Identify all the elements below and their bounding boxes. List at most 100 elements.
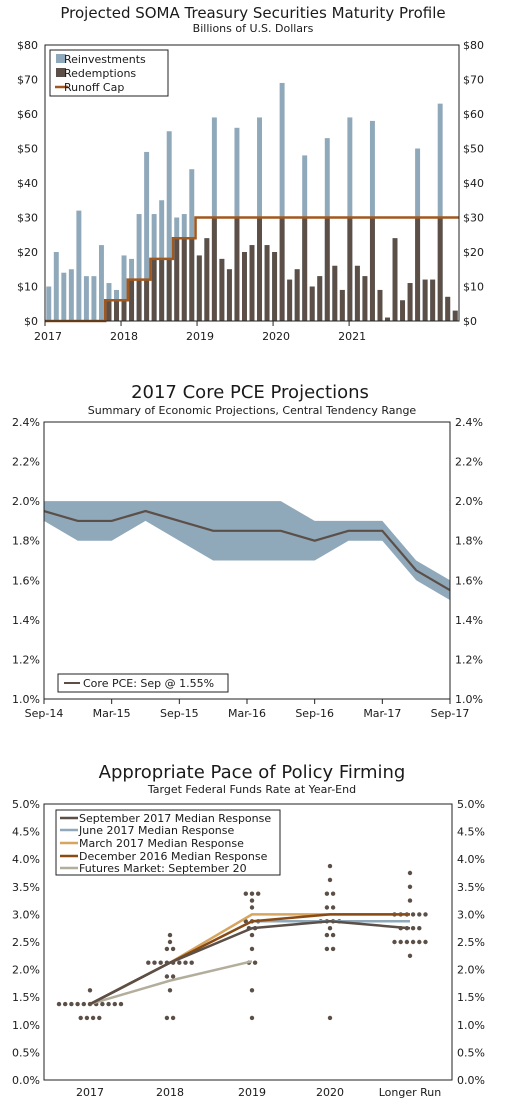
reinvestment-bar — [53, 252, 59, 321]
participant-dot — [417, 912, 422, 917]
chart-soma: Projected SOMA Treasury Securities Matur… — [17, 4, 484, 343]
participant-dot — [164, 1015, 170, 1021]
chart1-bars — [46, 82, 458, 322]
chart3-title: Appropriate Pace of Policy Firming — [99, 762, 406, 783]
legend-label-futures: Futures Market: September 20 — [79, 862, 247, 875]
chart3-y-tick-left: 0.0% — [12, 1074, 40, 1087]
chart2-y-tick-left: 2.2% — [12, 456, 40, 469]
redemption-bar — [369, 217, 375, 321]
chart3-y-tick-right: 4.0% — [457, 853, 485, 866]
chart1-y-tick-right: $60 — [463, 108, 484, 121]
chart2-y-tick-left: 1.4% — [12, 614, 40, 627]
participant-dot — [167, 939, 173, 945]
redemption-bar — [392, 238, 398, 321]
chart2-y-tick-right: 1.6% — [455, 574, 483, 587]
redemption-bar — [151, 258, 157, 321]
chart2-legend-box — [57, 673, 229, 693]
redemption-bar — [114, 300, 119, 321]
redemption-bar — [189, 238, 195, 321]
chart1-y-tick-left: $30 — [17, 212, 38, 225]
redemption-bar — [204, 238, 210, 321]
redemption-bar — [422, 279, 428, 321]
reinvestment-bar — [144, 151, 150, 321]
redemption-bar — [332, 265, 338, 321]
redemption-bar — [385, 317, 390, 321]
chart3-y-tick-right: 3.0% — [457, 908, 485, 921]
redemption-bar — [234, 217, 240, 321]
chart3-x-axis: 2017 2018 2019 2020 Longer Run — [76, 1086, 441, 1099]
redemption-bar — [257, 217, 263, 321]
legend-label-reinvestments: Reinvestments — [64, 53, 146, 66]
participant-dot — [407, 898, 413, 903]
redemption-bar — [264, 245, 270, 321]
participant-dot — [330, 946, 336, 952]
chart2-x-tick: Mar-16 — [228, 707, 266, 720]
redemption-bar — [302, 217, 308, 321]
chart2-x-tick: Mar-15 — [93, 707, 131, 720]
chart3-y-tick-right: 5.0% — [457, 798, 485, 811]
chart1-y-tick-left: $10 — [17, 281, 38, 294]
chart1-x-tick: 2018 — [110, 330, 138, 343]
participant-dot — [170, 946, 176, 952]
redemption-bar — [181, 238, 187, 321]
chart3-y-axis-right: 0.0% 0.5% 1.0% 1.5% 2.0% 2.5% 3.0% 3.5% 4.0% 4.5%… — [457, 798, 485, 1087]
chart3-y-tick-left: 2.0% — [12, 964, 40, 977]
chart3-y-tick-left: 4.5% — [12, 826, 40, 839]
participant-dot — [249, 905, 255, 910]
chart2-x-tick: Sep-16 — [295, 707, 334, 720]
participant-dot — [87, 988, 93, 993]
chart1-y-tick-left: $80 — [17, 39, 38, 52]
chart2-y-tick-left: 2.0% — [12, 495, 40, 508]
participant-dot — [410, 926, 416, 931]
redemption-bar — [294, 269, 300, 321]
participant-dot — [167, 988, 173, 993]
chart2-x-tick: Sep-14 — [25, 707, 64, 720]
redemption-bar — [415, 217, 421, 321]
chart1-legend: Reinvestments Redemptions Runoff Cap — [49, 49, 169, 97]
chart3-y-tick-left: 1.0% — [12, 1019, 40, 1032]
redemption-bar — [430, 279, 436, 321]
chart-policy-firming: Appropriate Pace of Policy Firming Targe… — [12, 762, 485, 1099]
chart3-legend: September 2017 Median Response June 2017… — [55, 809, 281, 876]
chart1-y-tick-right: $30 — [463, 212, 484, 225]
participant-dot — [410, 939, 416, 945]
chart3-y-axis-left: 0.0% 0.5% 1.0% 1.5% 2.0% 2.5% 3.0% 3.5% 4.0% 4.5%… — [12, 798, 40, 1087]
chart2-x-axis: Sep-14 Mar-15 Sep-15 Mar-16 Sep-16 Mar-17 Sep-… — [25, 699, 469, 720]
participant-dot — [164, 946, 170, 952]
chart3-y-tick-right: 2.5% — [457, 936, 485, 949]
chart1-y-tick-right: $10 — [463, 281, 484, 294]
participant-dot — [75, 1001, 80, 1007]
participant-dot — [330, 932, 336, 938]
chart1-legend-box — [49, 49, 169, 97]
participant-dot — [324, 891, 330, 896]
legend-label-redemptions: Redemptions — [64, 67, 136, 80]
participant-dot — [324, 905, 330, 910]
legend-label-mar-2017: March 2017 Median Response — [79, 837, 244, 850]
redemption-bar — [144, 279, 150, 321]
redemption-bar — [159, 258, 165, 321]
chart3-y-tick-right: 4.5% — [457, 826, 485, 839]
chart1-y-tick-right: $80 — [463, 39, 484, 52]
redemption-bar — [196, 255, 202, 321]
participant-dot — [164, 974, 170, 979]
reinvestment-bar — [121, 255, 127, 321]
participant-dot — [392, 939, 397, 945]
participant-dot — [327, 1015, 333, 1021]
participant-dot — [243, 919, 248, 924]
chart1-y-tick-left: $50 — [17, 143, 38, 156]
chart3-x-tick: Longer Run — [379, 1086, 442, 1099]
participant-dot — [152, 960, 157, 965]
chart2-y-tick-left: 1.0% — [12, 693, 40, 706]
participant-dot — [324, 946, 330, 952]
participant-dot — [167, 932, 173, 938]
participant-dot — [78, 1015, 83, 1021]
chart2-y-tick-right: 2.4% — [455, 416, 483, 429]
participant-dot — [249, 988, 255, 993]
participant-dot — [256, 891, 261, 896]
participant-dot — [90, 1015, 96, 1021]
reinvestment-bar — [91, 276, 97, 321]
participant-dot — [330, 891, 336, 896]
chart2-y-axis-right: 1.0% 1.2% 1.4% 1.6% 1.8% 2.0% 2.2% 2.4% — [455, 416, 483, 706]
chart2-y-tick-left: 1.6% — [12, 574, 40, 587]
